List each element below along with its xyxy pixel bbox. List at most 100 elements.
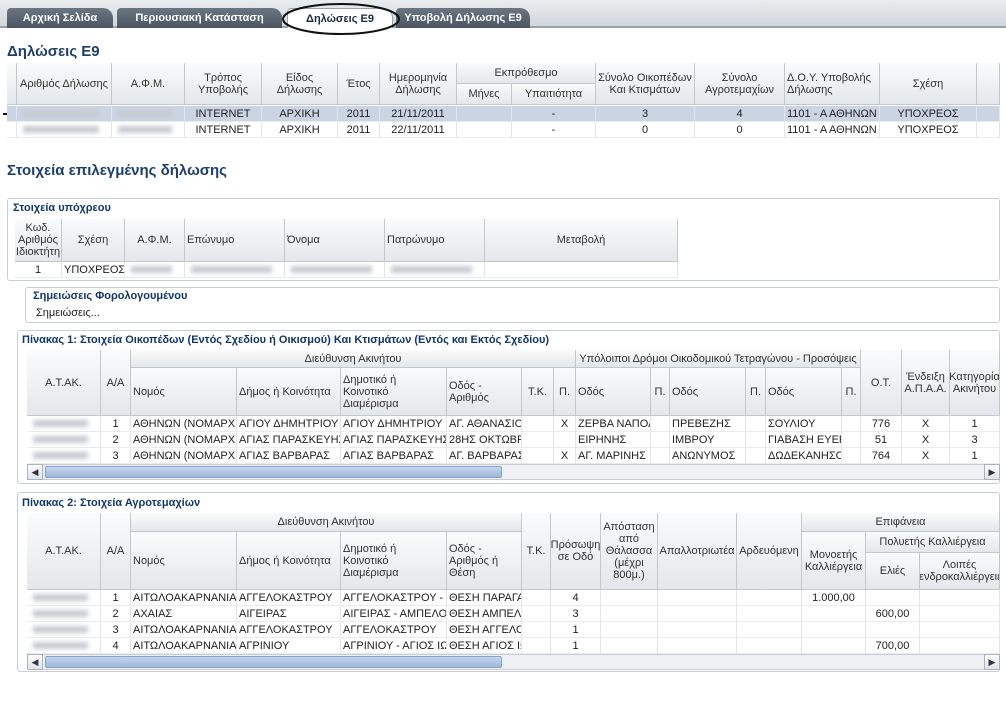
table-cell: ΖΕΡΒΑ ΝΑΠΟΛΕ bbox=[576, 416, 651, 432]
table-cell bbox=[746, 448, 766, 464]
table-cell bbox=[866, 622, 920, 638]
column-header: Τρόπος Υποβολής bbox=[185, 63, 262, 105]
column-header: Πολυετής Καλλιέργεια bbox=[866, 532, 1000, 553]
table-cell: 600,00 bbox=[866, 606, 920, 622]
column-header: Α.Τ.ΑΚ. bbox=[27, 350, 101, 416]
table-cell: - bbox=[512, 122, 596, 138]
table-cell bbox=[17, 122, 112, 138]
table-cell: 0 bbox=[596, 122, 695, 138]
scroll-thumb bbox=[45, 466, 502, 478]
table-cell bbox=[802, 606, 866, 622]
panel-title: Πίνακας 2: Στοιχεία Αγροτεμαχίων bbox=[22, 497, 201, 509]
table-cell: 1101 - Α ΑΘΗΝΩΝ bbox=[785, 106, 880, 122]
table-cell bbox=[920, 638, 1000, 654]
column-header: Π. bbox=[651, 368, 670, 416]
column-header: Π. bbox=[842, 368, 861, 416]
column-header: Σχέση bbox=[880, 63, 977, 105]
notes-panel bbox=[25, 287, 1000, 323]
table-cell: Χ bbox=[902, 432, 950, 448]
table-cell bbox=[522, 432, 554, 448]
table-cell: 764 bbox=[861, 448, 902, 464]
table-cell: ΑΓΙΟΥ ΔΗΜΗΤΡΙΟΥ bbox=[237, 416, 341, 432]
scroll-right: ▶ bbox=[984, 654, 1000, 670]
table-cell bbox=[112, 106, 185, 122]
table-cell bbox=[651, 448, 670, 464]
column-header bbox=[977, 63, 1000, 105]
tab[interactable]: Περιουσιακή Κατάσταση bbox=[117, 8, 282, 28]
table-cell bbox=[658, 622, 737, 638]
column-header: Σχέση bbox=[62, 219, 125, 262]
column-header: Δ.Ο.Υ. Υποβολής Δήλωσης bbox=[785, 63, 880, 105]
column-header: Έτος bbox=[338, 63, 380, 105]
table-cell: 1 bbox=[551, 622, 601, 638]
table-cell: Χ bbox=[902, 448, 950, 464]
column-header: Οδός - Αριθμός bbox=[447, 368, 522, 416]
tab-active[interactable]: Δηλώσεις Ε9 bbox=[287, 8, 393, 28]
table-cell: 2 bbox=[101, 606, 131, 622]
table-cell: 1 bbox=[15, 262, 62, 278]
table-cell: ΑΓ. ΒΑΡΒΑΡΑΣ bbox=[447, 448, 522, 464]
tab[interactable]: Αρχική Σελίδα bbox=[7, 8, 113, 28]
table-cell: ΑΘΗΝΩΝ (ΝΟΜΑΡΧΙΑ bbox=[131, 416, 237, 432]
column-header: Εκπρόθεσμο bbox=[457, 63, 596, 84]
table-cell: Χ bbox=[902, 416, 950, 432]
table-cell: ΔΩΔΕΚΑΝΗΣΟΥ bbox=[766, 448, 842, 464]
table-cell: 22/11/2011 bbox=[380, 122, 457, 138]
table-cell bbox=[977, 106, 1000, 122]
table-cell: 1 bbox=[551, 638, 601, 654]
column-header: Α/Α bbox=[101, 350, 131, 416]
table-cell: ΑΡΧΙΚΗ bbox=[262, 106, 338, 122]
table-cell: ΑΓΙΑΣ ΒΑΡΒΑΡΑΣ bbox=[237, 448, 341, 464]
table-cell: ΥΠΟΧΡΕΟΣ bbox=[880, 122, 977, 138]
table-cell: 1 bbox=[950, 448, 1000, 464]
table-cell: 4 bbox=[101, 638, 131, 654]
redacted bbox=[291, 266, 372, 273]
table-cell: 3 bbox=[950, 432, 1000, 448]
table-cell: ΘΕΣΗ ΑΜΠΕΛΑ bbox=[447, 606, 522, 622]
redacted bbox=[118, 126, 172, 133]
table-cell bbox=[112, 122, 185, 138]
column-header: Διεύθυνση Ακινήτου bbox=[131, 350, 576, 368]
table-cell: 776 bbox=[861, 416, 902, 432]
table-cell bbox=[746, 416, 766, 432]
table-cell: ΑΘΗΝΩΝ (ΝΟΜΑΡΧΙΑ bbox=[131, 432, 237, 448]
table-cell bbox=[842, 432, 861, 448]
table-cell: 1.000,00 bbox=[802, 590, 866, 606]
table-cell bbox=[737, 590, 802, 606]
table-cell: 21/11/2011 bbox=[380, 106, 457, 122]
table-cell bbox=[737, 638, 802, 654]
panel-title: Πίνακας 1: Στοιχεία Οικοπέδων (Εντός Σχε… bbox=[22, 334, 550, 346]
column-header: Λοιπές Δενδροκαλλιέργειες bbox=[920, 553, 1000, 590]
table-cell bbox=[842, 448, 861, 464]
scroll-left: ◀ bbox=[27, 464, 43, 480]
table-cell bbox=[27, 416, 101, 432]
column-header: Επώνυμο bbox=[185, 219, 285, 262]
table-cell: ΑΓΓΕΛΟΚΑΣΤΡΟΥ bbox=[237, 622, 341, 638]
table-cell bbox=[651, 416, 670, 432]
table-cell: INTERNET bbox=[185, 106, 262, 122]
table-cell bbox=[485, 262, 678, 278]
panel-title: Σημειώσεις Φορολογουμένου bbox=[33, 290, 188, 302]
column-header: Α.Τ.ΑΚ. bbox=[27, 513, 101, 590]
table-cell bbox=[866, 590, 920, 606]
table-cell bbox=[522, 638, 551, 654]
table-cell bbox=[802, 638, 866, 654]
table-cell: ΑΓΓΕΛΟΚΑΣΤΡΟΥ bbox=[341, 622, 447, 638]
redacted bbox=[33, 420, 88, 427]
table-cell bbox=[658, 638, 737, 654]
scroll-thumb bbox=[45, 656, 502, 668]
table-cell: 1 bbox=[101, 416, 131, 432]
redacted bbox=[33, 594, 88, 601]
table-cell bbox=[746, 432, 766, 448]
redacted bbox=[33, 610, 88, 617]
table-cell bbox=[385, 262, 485, 278]
tab[interactable]: Υποβολή Δήλωσης Ε9 bbox=[396, 8, 530, 28]
column-header: Μονοετής Καλλιέργεια bbox=[802, 532, 866, 590]
table-cell: ΑΓΙΑΣ ΠΑΡΑΣΚΕΥΗΣ bbox=[237, 432, 341, 448]
table-cell bbox=[285, 262, 385, 278]
column-header: Α/Α bbox=[101, 513, 131, 590]
table-cell bbox=[522, 590, 551, 606]
highlight-ellipse bbox=[282, 3, 400, 35]
table-cell: 2011 bbox=[338, 122, 380, 138]
